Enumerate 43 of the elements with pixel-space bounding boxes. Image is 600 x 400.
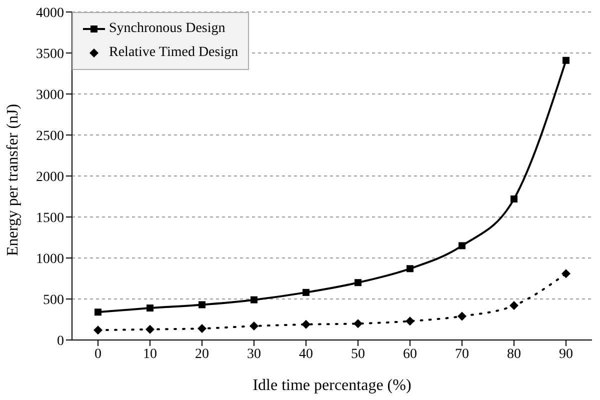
legend-label: Synchronous Design: [109, 21, 226, 37]
x-tick-label: 80: [507, 346, 521, 362]
y-tick-label: 1000: [36, 252, 64, 267]
point: [302, 288, 310, 296]
point: [458, 312, 466, 321]
y-tick-label: 1500: [36, 210, 64, 226]
x-tick-label: 40: [299, 346, 313, 362]
point: [562, 56, 570, 64]
y-axis-title: Energy per transfer (nJ): [4, 104, 22, 256]
point: [354, 319, 362, 328]
y-tick-label: 2500: [36, 128, 64, 144]
point: [198, 324, 206, 334]
point: [458, 242, 466, 250]
point: [302, 320, 310, 329]
point: [94, 308, 102, 316]
x-tick-label: 60: [403, 346, 417, 362]
y-tick-label: 2000: [36, 170, 64, 185]
point: [94, 326, 102, 335]
point: [562, 269, 570, 278]
y-tick-label: 3000: [36, 88, 64, 103]
point: [510, 301, 518, 310]
point: [406, 265, 414, 272]
point: [146, 324, 154, 334]
point: [250, 322, 258, 331]
x-tick-label: 90: [559, 346, 573, 362]
x-tick-label: 10: [143, 346, 157, 362]
y-tick-label: 500: [43, 292, 64, 308]
point: [198, 301, 206, 308]
legend-label: Relative Timed Design: [109, 45, 238, 61]
x-axis-title: Idle time percentage (%): [252, 377, 412, 394]
x-tick-label: 50: [351, 346, 365, 362]
x-tick-label: 0: [94, 346, 102, 362]
point: [406, 316, 414, 326]
y-tick-label: 4000: [36, 6, 64, 21]
x-tick-label: 30: [247, 346, 261, 362]
point: [510, 195, 518, 202]
point: [354, 279, 362, 286]
x-tick-label: 20: [195, 346, 209, 362]
point: [146, 304, 154, 312]
point: [250, 296, 258, 304]
y-tick-label: 3500: [36, 46, 64, 62]
x-tick-label: 70: [455, 346, 469, 362]
y-tick-label: 0: [57, 334, 64, 349]
